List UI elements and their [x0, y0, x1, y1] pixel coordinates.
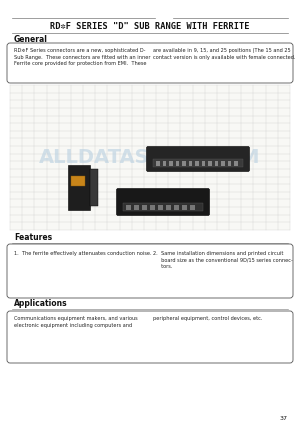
Bar [188, 161, 192, 166]
Bar [202, 161, 205, 166]
Bar [234, 161, 238, 166]
Text: RD✲F Series connectors are a new, sophisticated D-
Sub Range.  These connectors : RD✲F Series connectors are a new, sophis… [14, 48, 151, 66]
Bar [174, 205, 179, 210]
Bar [182, 205, 187, 210]
Text: RD✲F SERIES "D" SUB RANGE WITH FERRITE: RD✲F SERIES "D" SUB RANGE WITH FERRITE [50, 22, 250, 31]
Text: Communications equipment makers, and various
electronic equipment including comp: Communications equipment makers, and var… [14, 316, 138, 328]
Text: are available in 9, 15, and 25 positions (The 15 and 25
contact version is only : are available in 9, 15, and 25 positions… [153, 48, 296, 60]
Text: 2.  Same installation dimensions and printed circuit
     board size as the conv: 2. Same installation dimensions and prin… [153, 251, 293, 269]
Bar [166, 205, 171, 210]
Bar [150, 205, 155, 210]
Bar [90, 169, 98, 206]
Bar [182, 161, 185, 166]
Bar [190, 205, 195, 210]
Bar [156, 161, 160, 166]
Bar [221, 161, 224, 166]
Bar [153, 159, 243, 167]
Bar [126, 205, 131, 210]
Bar [214, 161, 218, 166]
Bar [195, 161, 199, 166]
Bar [227, 161, 231, 166]
Text: ALLDATASHEET.COM: ALLDATASHEET.COM [39, 147, 261, 167]
Text: peripheral equipment, control devices, etc.: peripheral equipment, control devices, e… [153, 316, 262, 321]
FancyBboxPatch shape [116, 189, 209, 215]
Text: Features: Features [14, 232, 52, 241]
Bar [176, 161, 179, 166]
Bar [142, 205, 147, 210]
FancyBboxPatch shape [146, 147, 250, 172]
Bar [68, 165, 90, 210]
Bar [71, 176, 85, 186]
Bar [163, 161, 166, 166]
Text: 37: 37 [280, 416, 288, 420]
Text: 1.  The ferrite effectively attenuates conduction noise.: 1. The ferrite effectively attenuates co… [14, 251, 152, 256]
Bar [169, 161, 172, 166]
Text: Applications: Applications [14, 298, 68, 308]
Bar [10, 85, 290, 230]
Text: General: General [14, 34, 48, 43]
Bar [158, 205, 163, 210]
Bar [134, 205, 139, 210]
Bar [208, 161, 211, 166]
FancyBboxPatch shape [0, 0, 300, 425]
Bar [123, 203, 203, 211]
